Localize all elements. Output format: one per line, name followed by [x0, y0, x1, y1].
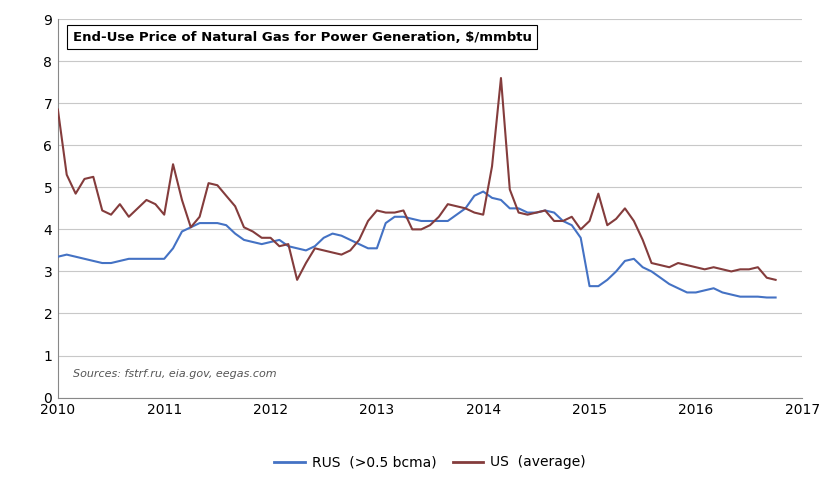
RUS  (>0.5 bcma)	[771, 295, 781, 300]
Line: RUS  (>0.5 bcma): RUS (>0.5 bcma)	[58, 192, 776, 297]
RUS  (>0.5 bcma)	[762, 295, 772, 300]
Line: US  (average): US (average)	[58, 78, 776, 280]
Text: End-Use Price of Natural Gas for Power Generation, $/mmbtu: End-Use Price of Natural Gas for Power G…	[73, 31, 532, 44]
US  (average)	[53, 107, 63, 113]
RUS  (>0.5 bcma)	[390, 214, 399, 220]
RUS  (>0.5 bcma)	[53, 254, 63, 260]
US  (average)	[647, 260, 657, 266]
Legend: RUS  (>0.5 bcma), US  (average): RUS (>0.5 bcma), US (average)	[269, 450, 591, 475]
RUS  (>0.5 bcma)	[638, 264, 648, 270]
US  (average)	[399, 207, 409, 213]
RUS  (>0.5 bcma)	[248, 239, 258, 245]
Text: Sources: fstrf.ru, eia.gov, eegas.com: Sources: fstrf.ru, eia.gov, eegas.com	[73, 369, 276, 378]
RUS  (>0.5 bcma)	[478, 189, 488, 194]
US  (average)	[771, 277, 781, 283]
US  (average)	[629, 218, 638, 224]
RUS  (>0.5 bcma)	[256, 241, 266, 247]
US  (average)	[248, 228, 258, 234]
RUS  (>0.5 bcma)	[222, 222, 232, 228]
US  (average)	[222, 193, 232, 199]
US  (average)	[292, 277, 302, 283]
US  (average)	[496, 75, 506, 81]
RUS  (>0.5 bcma)	[620, 258, 630, 264]
US  (average)	[256, 235, 266, 240]
